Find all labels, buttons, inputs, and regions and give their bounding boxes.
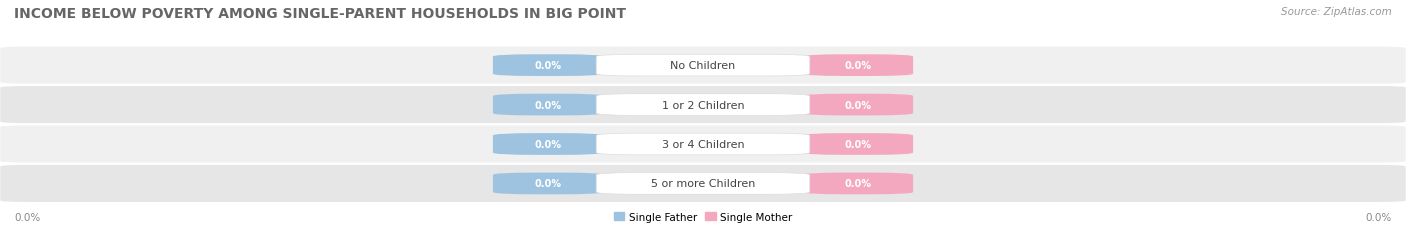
FancyBboxPatch shape [596, 55, 810, 77]
FancyBboxPatch shape [494, 55, 603, 77]
FancyBboxPatch shape [803, 55, 912, 77]
FancyBboxPatch shape [0, 165, 1406, 202]
FancyBboxPatch shape [803, 173, 912, 195]
Text: 0.0%: 0.0% [845, 100, 872, 110]
Text: 0.0%: 0.0% [1365, 212, 1392, 222]
Text: INCOME BELOW POVERTY AMONG SINGLE-PARENT HOUSEHOLDS IN BIG POINT: INCOME BELOW POVERTY AMONG SINGLE-PARENT… [14, 7, 626, 21]
FancyBboxPatch shape [0, 87, 1406, 124]
FancyBboxPatch shape [596, 94, 810, 116]
Text: 0.0%: 0.0% [14, 212, 41, 222]
FancyBboxPatch shape [0, 126, 1406, 163]
FancyBboxPatch shape [494, 134, 603, 155]
FancyBboxPatch shape [803, 134, 912, 155]
FancyBboxPatch shape [494, 173, 603, 195]
Text: 5 or more Children: 5 or more Children [651, 179, 755, 189]
Text: 3 or 4 Children: 3 or 4 Children [662, 139, 744, 149]
Text: 0.0%: 0.0% [845, 139, 872, 149]
Legend: Single Father, Single Mother: Single Father, Single Mother [610, 208, 796, 226]
Text: 0.0%: 0.0% [534, 139, 561, 149]
FancyBboxPatch shape [0, 47, 1406, 84]
Text: 0.0%: 0.0% [534, 61, 561, 71]
Text: 0.0%: 0.0% [534, 100, 561, 110]
Text: Source: ZipAtlas.com: Source: ZipAtlas.com [1281, 7, 1392, 17]
Text: 0.0%: 0.0% [845, 61, 872, 71]
Text: 1 or 2 Children: 1 or 2 Children [662, 100, 744, 110]
Text: No Children: No Children [671, 61, 735, 71]
Text: 0.0%: 0.0% [845, 179, 872, 189]
FancyBboxPatch shape [596, 134, 810, 155]
FancyBboxPatch shape [803, 94, 912, 116]
FancyBboxPatch shape [494, 94, 603, 116]
Text: 0.0%: 0.0% [534, 179, 561, 189]
FancyBboxPatch shape [596, 173, 810, 195]
